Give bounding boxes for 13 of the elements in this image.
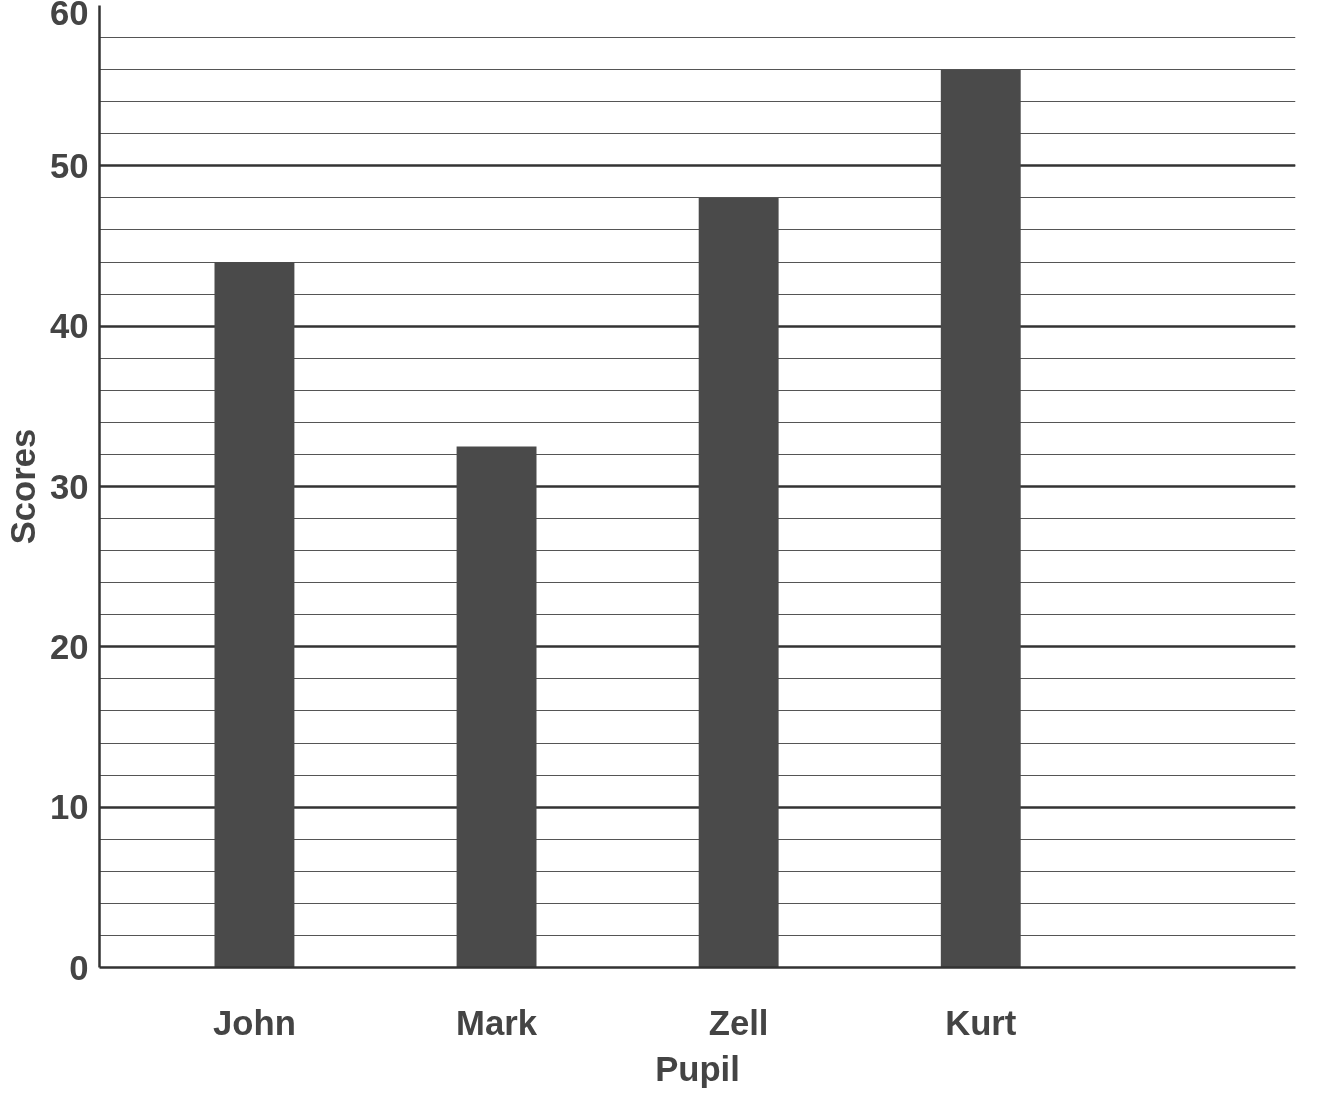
x-tick-label: Kurt	[945, 1003, 1017, 1042]
x-axis-title: Pupil	[655, 1049, 740, 1088]
y-tick-label: 40	[49, 307, 89, 346]
y-axis-title: Scores	[3, 428, 42, 545]
y-tick-label: 30	[49, 467, 89, 506]
x-tick-label: John	[213, 1003, 296, 1042]
y-tick-label: 60	[49, 0, 89, 32]
y-tick-label: 0	[69, 948, 89, 987]
y-tick-label: 50	[49, 146, 89, 185]
y-tick-label: 10	[49, 788, 89, 827]
x-tick-label: Zell	[708, 1003, 769, 1042]
y-tick-label: 20	[49, 627, 89, 666]
x-tick-label: Mark	[456, 1003, 538, 1042]
